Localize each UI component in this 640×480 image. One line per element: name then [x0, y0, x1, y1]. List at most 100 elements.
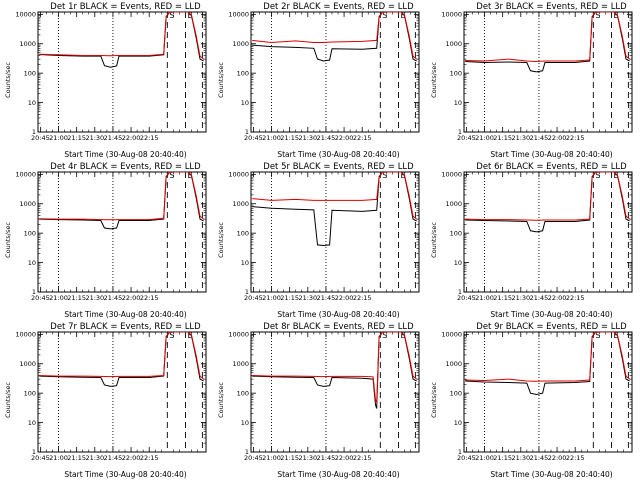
black-events-series-line: [465, 332, 630, 396]
plot-frame: [37, 331, 207, 453]
y-tick-label: 100: [237, 69, 249, 77]
y-axis-label: Counts/sec: [430, 382, 438, 418]
end-marker-label: E: [613, 11, 618, 20]
red-lld-series-line: [465, 12, 630, 63]
end-marker-label: E: [613, 331, 618, 340]
plot-frame: [250, 11, 420, 133]
x-tick-label: 21:00: [49, 294, 68, 302]
x-tick-label: 20:45: [244, 454, 263, 462]
red-lld-series-line: [39, 172, 204, 221]
x-tick-label: 21:45: [317, 294, 336, 302]
x-tick-label: 22:15: [566, 134, 585, 142]
x-tick-label: 21:30: [511, 134, 530, 142]
x-tick-label: 22:15: [353, 454, 372, 462]
y-axis-label: Counts/sec: [430, 62, 438, 98]
x-axis-label: Start Time (30-Aug-08 20:40:40): [64, 150, 187, 159]
black-events-series-line: [39, 332, 204, 387]
y-tick-label: 1: [458, 448, 462, 456]
x-tick-label: 20:45: [244, 294, 263, 302]
black-events-series-line: [252, 332, 417, 409]
detector-panel-3: 1 10 100 1000 10000 20:45 21:00 21:15 21:30 21:45…: [426, 0, 639, 160]
start-marker-label: S: [382, 11, 387, 20]
y-tick-label: 1000: [19, 40, 36, 48]
x-tick-label: 22:00: [548, 454, 567, 462]
plot-frame: [37, 11, 207, 133]
detector-panel-1: 1 10 100 1000 10000 20:45 21:00 21:15 21:30 21:45…: [0, 0, 213, 160]
x-tick-label: 21:15: [280, 454, 299, 462]
red-lld-series-line: [252, 172, 417, 220]
x-tick-label: 20:45: [244, 134, 263, 142]
y-tick-label: 1: [32, 448, 36, 456]
y-tick-label: 1: [458, 128, 462, 136]
x-axis-label: Start Time (30-Aug-08 20:40:40): [490, 470, 613, 479]
x-tick-label: 21:15: [493, 134, 512, 142]
y-tick-label: 1: [458, 288, 462, 296]
panel-plot: 1 10 100 1000 10000 20:45 21:00 21:15 21:30 21:45…: [441, 331, 633, 462]
y-tick-label: 100: [450, 389, 462, 397]
x-tick-label: 21:15: [493, 454, 512, 462]
panel-title: Det 8r BLACK = Events, RED = LLD: [263, 322, 414, 332]
y-tick-label: 10000: [15, 11, 36, 19]
y-tick-label: 100: [24, 389, 36, 397]
black-events-series-line: [465, 12, 630, 73]
x-tick-label: 21:45: [104, 454, 123, 462]
x-tick-label: 21:30: [298, 454, 317, 462]
x-tick-label: 22:00: [548, 294, 567, 302]
red-lld-series-line: [39, 12, 204, 60]
y-axis-label: Counts/sec: [4, 382, 12, 418]
y-tick-label: 10000: [228, 11, 249, 19]
panel-plot: 1 10 100 1000 10000 20:45 21:00 21:15 21:30 21:45…: [441, 171, 633, 302]
panel-title: Det 3r BLACK = Events, RED = LLD: [476, 2, 627, 12]
x-tick-label: 21:00: [475, 454, 494, 462]
y-axis-label: Counts/sec: [217, 382, 225, 418]
x-tick-label: 21:45: [104, 294, 123, 302]
y-tick-label: 1000: [445, 200, 462, 208]
plot-frame: [37, 171, 207, 293]
y-tick-label: 10000: [15, 331, 36, 339]
y-tick-label: 10000: [228, 331, 249, 339]
x-tick-label: 21:30: [511, 294, 530, 302]
x-tick-label: 22:00: [335, 294, 354, 302]
x-tick-label: 21:30: [85, 134, 104, 142]
y-tick-label: 100: [450, 229, 462, 237]
panel-plot: 1 10 100 1000 10000 20:45 21:00 21:15 21:30 21:45…: [228, 171, 420, 302]
x-tick-label: 21:00: [475, 294, 494, 302]
y-tick-label: 1000: [232, 200, 249, 208]
end-marker-label: E: [400, 171, 405, 180]
x-tick-label: 22:15: [353, 294, 372, 302]
red-lld-series-line: [252, 12, 417, 60]
x-tick-label: 22:00: [122, 134, 141, 142]
x-tick-label: 21:45: [317, 134, 336, 142]
y-tick-label: 1000: [19, 360, 36, 368]
x-tick-label: 22:00: [335, 134, 354, 142]
y-tick-label: 10: [28, 259, 36, 267]
x-tick-label: 22:15: [566, 454, 585, 462]
y-tick-label: 10000: [441, 11, 462, 19]
x-tick-label: 21:15: [67, 134, 86, 142]
end-marker-label: E: [187, 171, 192, 180]
end-marker-label: E: [613, 171, 618, 180]
detector-panel-6: 1 10 100 1000 10000 20:45 21:00 21:15 21:30 21:45…: [426, 160, 639, 320]
detector-panel-2: 1 10 100 1000 10000 20:45 21:00 21:15 21:30 21:45…: [213, 0, 426, 160]
panel-plot: 1 10 100 1000 10000 20:45 21:00 21:15 21:30 21:45…: [228, 11, 420, 142]
x-axis-label: Start Time (30-Aug-08 20:40:40): [64, 470, 187, 479]
end-marker-label: E: [400, 331, 405, 340]
x-tick-label: 22:15: [353, 134, 372, 142]
x-tick-label: 21:00: [262, 294, 281, 302]
y-tick-label: 1000: [19, 200, 36, 208]
x-tick-label: 20:45: [31, 454, 50, 462]
panel-title: Det 2r BLACK = Events, RED = LLD: [263, 2, 414, 12]
x-tick-label: 21:45: [530, 454, 549, 462]
x-axis-label: Start Time (30-Aug-08 20:40:40): [490, 150, 613, 159]
x-tick-label: 21:15: [280, 134, 299, 142]
start-marker-label: S: [595, 11, 600, 20]
panel-title: Det 1r BLACK = Events, RED = LLD: [50, 2, 201, 12]
panel-title: Det 7r BLACK = Events, RED = LLD: [50, 322, 201, 332]
black-events-series-line: [39, 12, 204, 68]
y-tick-label: 1: [245, 288, 249, 296]
x-tick-label: 22:00: [122, 294, 141, 302]
y-tick-label: 10000: [441, 171, 462, 179]
x-axis-label: Start Time (30-Aug-08 20:40:40): [490, 310, 613, 319]
x-tick-label: 21:30: [298, 134, 317, 142]
panel-plot: 1 10 100 1000 10000 20:45 21:00 21:15 21:30 21:45…: [228, 331, 420, 462]
